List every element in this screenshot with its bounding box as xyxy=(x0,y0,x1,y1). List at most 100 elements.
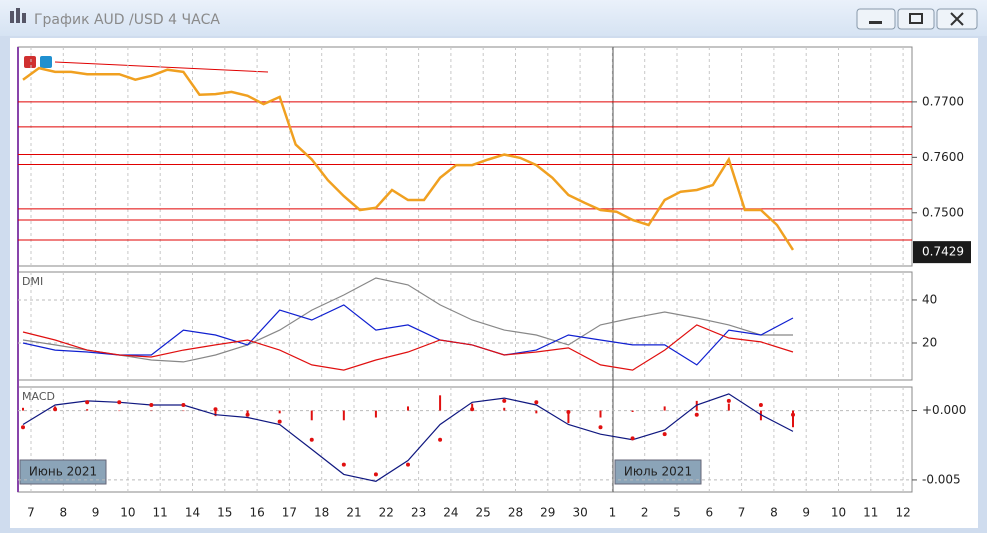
signal-dot xyxy=(630,436,635,441)
signal-dot xyxy=(662,432,667,437)
y-tick-label: -0.005 xyxy=(922,472,961,486)
x-tick-label: 24 xyxy=(443,506,458,520)
x-tick-label: 6 xyxy=(705,506,713,520)
histogram-bar xyxy=(214,410,217,417)
histogram-bar xyxy=(535,410,538,414)
histogram-bar xyxy=(759,410,762,421)
histogram-bar xyxy=(407,406,409,411)
histogram-bar xyxy=(182,410,185,412)
signal-dot xyxy=(21,425,25,430)
x-tick-label: 12 xyxy=(895,506,910,520)
trend-line xyxy=(54,61,269,73)
x-tick-label: 1 xyxy=(609,506,617,520)
x-tick-label: 21 xyxy=(346,506,361,520)
x-tick-label: 9 xyxy=(802,506,810,520)
signal-dot xyxy=(470,407,475,412)
x-tick-label: 25 xyxy=(476,506,491,520)
histogram-bar xyxy=(86,409,89,411)
minimize-button[interactable] xyxy=(856,8,896,30)
signal-dot xyxy=(85,400,90,405)
panel-title: MACD xyxy=(22,390,55,403)
signal-dot xyxy=(406,462,410,467)
series-line xyxy=(22,304,794,366)
signal-dot xyxy=(598,425,603,430)
x-tick-label: 7 xyxy=(27,506,35,520)
series-line xyxy=(22,277,793,363)
signal-dot xyxy=(726,398,731,403)
app-icon xyxy=(10,8,26,23)
signal-dot xyxy=(758,403,763,408)
histogram-bar xyxy=(631,410,634,412)
period-label: Июль 2021 xyxy=(624,465,692,479)
histogram-bar xyxy=(342,410,345,421)
window-title: График AUD /USD 4 ЧАСА xyxy=(34,12,220,28)
last-price-label: 0.7429 xyxy=(922,245,964,259)
signal-dot xyxy=(502,398,507,403)
histogram-bar xyxy=(278,410,281,414)
signal-dot xyxy=(566,409,571,414)
x-tick-label: 8 xyxy=(770,506,778,520)
signal-dot xyxy=(117,400,122,405)
y-tick-label: +0.000 xyxy=(922,403,966,417)
histogram-bar xyxy=(503,407,506,411)
x-tick-label: 11 xyxy=(153,506,168,520)
histogram-bar xyxy=(374,410,377,418)
x-tick-label: 8 xyxy=(59,506,67,520)
histogram-bar xyxy=(439,395,442,411)
y-tick-label: 0.7500 xyxy=(922,205,964,219)
y-tick-label: 0.7600 xyxy=(922,150,964,164)
close-button[interactable] xyxy=(936,8,978,30)
signal-dot xyxy=(277,419,282,424)
signal-dot xyxy=(213,407,218,412)
signal-dot xyxy=(373,472,378,477)
signal-dot xyxy=(534,400,539,405)
histogram-bar xyxy=(310,410,313,421)
x-tick-label: 7 xyxy=(738,506,746,520)
x-tick-label: 14 xyxy=(185,506,200,520)
signal-dot xyxy=(309,437,314,442)
signal-dot xyxy=(53,407,58,412)
x-tick-label: 22 xyxy=(379,506,394,520)
x-tick-label: 9 xyxy=(92,506,100,520)
restore-button[interactable] xyxy=(897,8,935,30)
histogram-bar xyxy=(246,410,249,414)
histogram-bar xyxy=(663,406,666,411)
x-tick-label: 15 xyxy=(217,506,232,520)
histogram-bar xyxy=(727,403,730,411)
series-line xyxy=(22,324,794,371)
title-bar xyxy=(0,0,987,36)
series-line xyxy=(22,66,795,251)
x-tick-label: 18 xyxy=(314,506,329,520)
x-tick-label: 10 xyxy=(120,506,135,520)
histogram-bar xyxy=(150,410,153,412)
x-tick-label: 2 xyxy=(641,506,649,520)
signal-dot xyxy=(438,437,443,442)
histogram-bar xyxy=(118,410,121,412)
y-tick-label: 0.7700 xyxy=(922,94,964,108)
panel-title: DMI xyxy=(22,275,43,288)
x-tick-label: 17 xyxy=(282,506,297,520)
histogram-bar xyxy=(22,407,24,411)
y-tick-label: 40 xyxy=(922,292,937,306)
histogram-bar xyxy=(567,410,570,424)
toggle-icons[interactable] xyxy=(24,56,52,68)
signal-dot xyxy=(181,403,186,408)
last-price-box xyxy=(913,241,971,264)
y-tick-label: 20 xyxy=(922,335,937,349)
x-tick-label: 30 xyxy=(572,506,587,520)
signal-dot xyxy=(245,412,250,417)
x-tick-label: 16 xyxy=(249,506,264,520)
histogram-bar xyxy=(599,410,602,418)
histogram-bar xyxy=(792,410,794,428)
x-tick-label: 10 xyxy=(831,506,846,520)
histogram-bar xyxy=(471,403,474,411)
x-tick-label: 28 xyxy=(508,506,523,520)
signal-dot xyxy=(341,462,346,467)
chart-area xyxy=(10,38,978,528)
x-tick-label: 11 xyxy=(863,506,878,520)
x-tick-label: 5 xyxy=(673,506,681,520)
period-label: Июнь 2021 xyxy=(29,465,97,479)
x-tick-label: 23 xyxy=(411,506,426,520)
signal-dot xyxy=(149,403,154,408)
